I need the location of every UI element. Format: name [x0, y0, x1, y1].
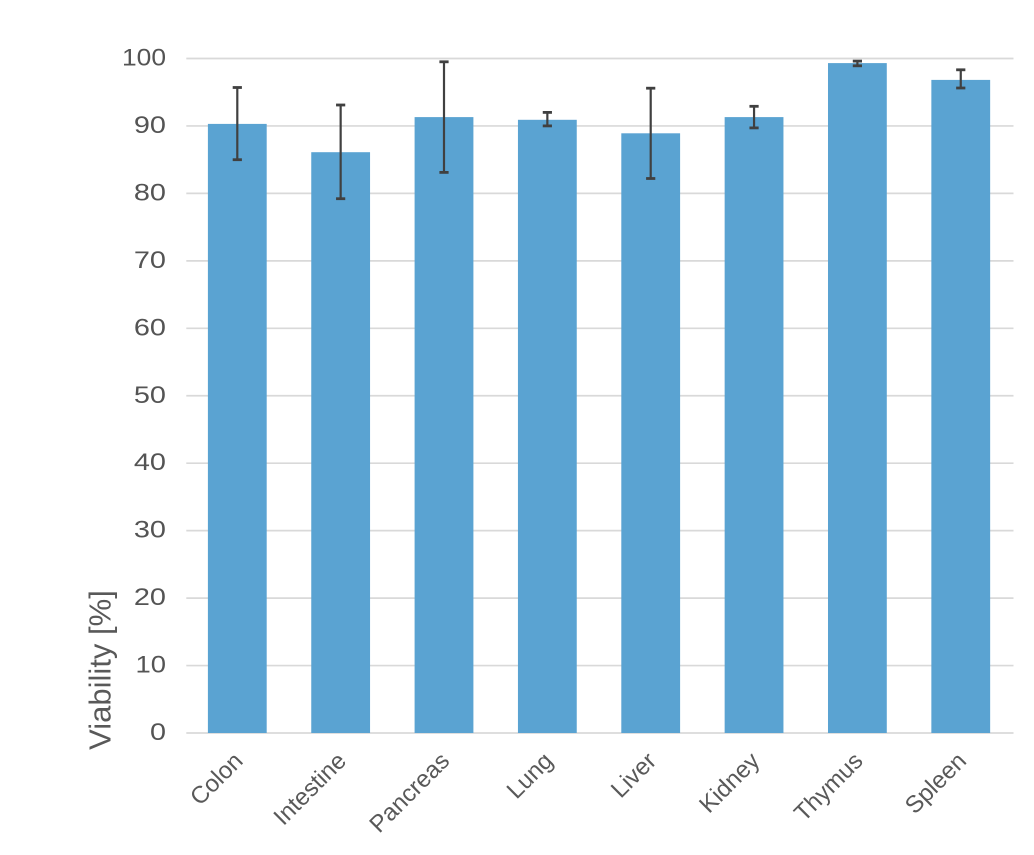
svg-text:Viability [%]: Viability [%]	[83, 590, 118, 750]
svg-text:70: 70	[134, 247, 166, 274]
svg-text:10: 10	[136, 652, 167, 679]
svg-text:90: 90	[134, 112, 166, 139]
svg-text:20: 20	[134, 584, 166, 611]
svg-text:30: 30	[134, 517, 166, 544]
svg-text:80: 80	[134, 179, 166, 206]
svg-text:100: 100	[122, 45, 166, 72]
svg-text:60: 60	[134, 314, 166, 341]
svg-text:40: 40	[134, 449, 166, 476]
svg-text:50: 50	[134, 382, 166, 409]
svg-text:0: 0	[150, 719, 166, 746]
